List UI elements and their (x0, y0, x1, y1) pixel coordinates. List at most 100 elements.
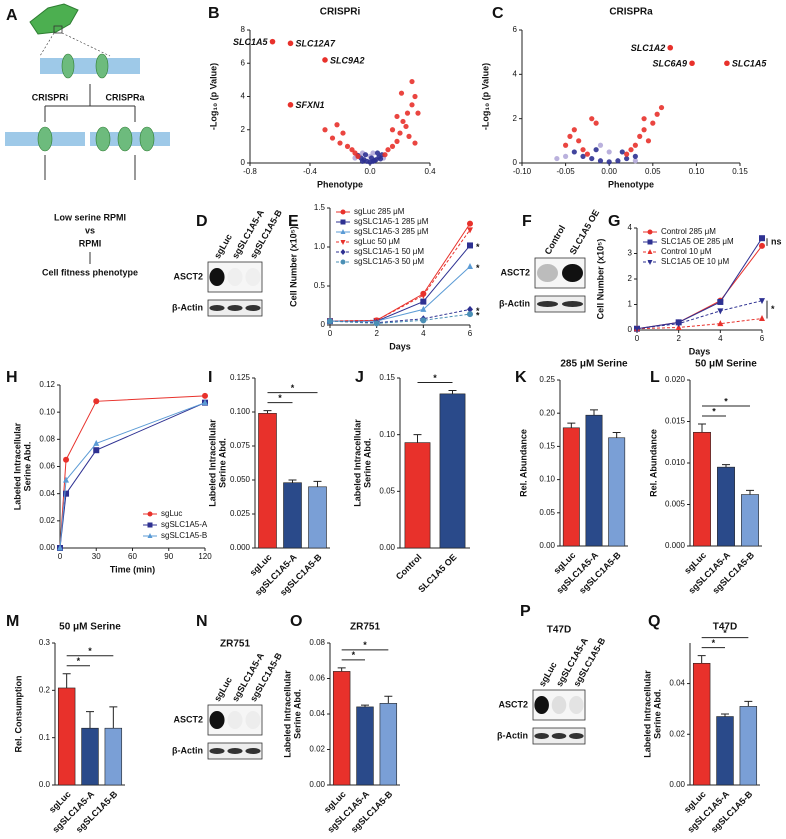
y-tick-label: 0.00 (539, 541, 555, 550)
panel-letter: N (196, 613, 208, 630)
y-tick-label: 0.02 (669, 729, 685, 738)
bar (379, 703, 398, 786)
gene-label: SLC1A2 (631, 43, 666, 53)
blot-title: T47D (547, 625, 571, 636)
y-tick-label: 4 (513, 69, 518, 78)
error-bar (722, 464, 730, 468)
y-tick-label: 6 (241, 58, 246, 67)
y-tick-label: 0.125 (230, 373, 251, 382)
y-tick-label: 0.06 (39, 462, 55, 471)
y-axis-label: Serine Abd. (652, 689, 662, 739)
legend-marker (340, 249, 346, 255)
y-tick-label: 0.04 (309, 709, 325, 718)
bar (308, 486, 327, 549)
y-tick-label: 6 (513, 25, 518, 34)
y-tick-label: 0.05 (539, 508, 555, 517)
point (409, 102, 415, 108)
point (377, 156, 384, 162)
y-tick-label: 0 (513, 158, 518, 167)
y-tick-label: 0.12 (39, 380, 55, 389)
significance: * (291, 383, 295, 393)
point (340, 130, 346, 136)
line (636, 300, 763, 330)
error-bar (109, 706, 118, 729)
y-tick-label: 0.000 (665, 541, 686, 550)
bar (104, 727, 123, 786)
marker (93, 447, 100, 454)
blot-row-label: β-Actin (499, 298, 530, 308)
marker (63, 476, 70, 483)
band (534, 733, 549, 739)
x-axis-label: Phenotype (317, 179, 363, 189)
transporter (95, 126, 111, 152)
point (576, 138, 582, 144)
y-tick-label: 0.02 (39, 516, 55, 525)
band (209, 748, 225, 754)
band (227, 748, 243, 754)
blot-title: ZR751 (220, 639, 250, 650)
point (355, 153, 361, 159)
panel-letter: I (208, 369, 212, 386)
significance: * (88, 646, 92, 656)
panel-letter: Q (648, 613, 660, 630)
point (658, 104, 665, 111)
x-tick-label: 4 (718, 334, 723, 343)
y-tick-label: 0.00 (309, 780, 325, 789)
y-tick-label: 1.0 (314, 242, 326, 251)
y-axis-label: Labeled Intracellular (642, 670, 652, 758)
point (628, 147, 634, 153)
y-tick-label: 4 (628, 223, 633, 232)
y-axis-label: -Log₁₀ (p Value) (208, 63, 218, 130)
point (597, 142, 604, 148)
point (593, 147, 599, 153)
significance: * (363, 640, 367, 650)
band (551, 733, 567, 739)
band (537, 301, 558, 307)
x-tick-label: 0.4 (424, 167, 436, 176)
blot-row-label: ASCT2 (498, 699, 528, 709)
legend-marker (147, 533, 153, 538)
point (412, 140, 418, 146)
panel-letter: O (290, 613, 302, 630)
point (389, 127, 396, 133)
x-tick-label: sgSLC1A5-B (74, 789, 120, 835)
panel-letter: E (288, 213, 299, 230)
line (59, 402, 206, 549)
error-bar (567, 422, 576, 428)
point (370, 150, 376, 156)
legend-label: Control 285 μM (661, 227, 716, 236)
x-tick-label: 60 (128, 552, 137, 561)
x-tick-label: 0 (635, 334, 640, 343)
marker (717, 298, 724, 305)
y-tick-label: 0.5 (314, 281, 326, 290)
marker (327, 318, 333, 325)
band (569, 733, 584, 739)
point (589, 116, 595, 122)
point (580, 153, 586, 159)
y-tick-label: 0.05 (379, 486, 395, 495)
y-tick-label: 0.00 (669, 780, 685, 789)
y-tick-label: 0.1 (39, 733, 51, 742)
point (624, 155, 630, 162)
line (636, 318, 763, 330)
legend-marker (340, 229, 346, 234)
bar (57, 687, 76, 786)
y-tick-label: 0.20 (539, 408, 555, 417)
panel-letter: L (650, 369, 660, 386)
marker (420, 305, 427, 312)
y-tick-label: 0.15 (539, 442, 555, 451)
point (398, 90, 405, 96)
x-tick-label: 0.15 (732, 167, 748, 176)
error-bar (313, 480, 322, 487)
legend-label: sgSLC1A5-B (161, 531, 207, 540)
x-tick-label: 30 (92, 552, 101, 561)
x-tick-label: 90 (164, 552, 173, 561)
panel-letter: C (492, 5, 504, 22)
x-tick-label: Control (394, 552, 424, 582)
legend-label: sgSLC1A5-A (161, 520, 208, 529)
bar (716, 716, 734, 786)
point (563, 153, 569, 159)
x-tick-label: sgSLC1A5-B (349, 789, 395, 835)
point (606, 149, 612, 155)
y-tick-label: 0.015 (665, 417, 686, 426)
